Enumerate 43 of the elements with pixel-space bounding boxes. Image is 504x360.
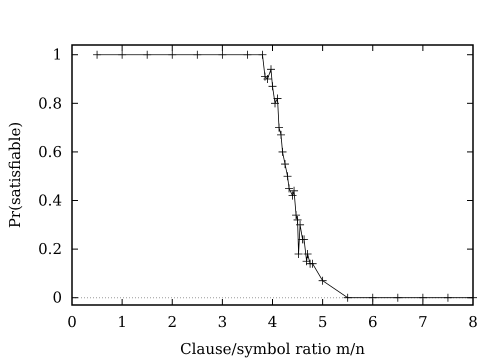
- point: [263, 74, 272, 84]
- x-tick-label: 7: [418, 313, 428, 331]
- point: [218, 50, 227, 60]
- point: [294, 250, 303, 258]
- point: [142, 50, 152, 60]
- y-tick-label: 0: [52, 288, 62, 307]
- y-tick-label: 0.6: [38, 142, 62, 161]
- point: [444, 293, 452, 302]
- point: [276, 130, 286, 140]
- point: [168, 50, 177, 60]
- y-axis-title: Pr(satisfiable): [6, 122, 24, 228]
- point: [118, 50, 127, 60]
- point: [278, 148, 287, 156]
- point: [393, 293, 402, 302]
- point: [266, 64, 276, 74]
- point: [274, 123, 284, 132]
- point: [288, 191, 297, 200]
- y-tick-label: 1: [52, 46, 62, 64]
- x-tick-label: 6: [368, 313, 378, 331]
- point: [192, 50, 202, 60]
- x-tick-label: 1: [117, 313, 127, 331]
- point: [283, 172, 292, 181]
- point: [260, 72, 270, 81]
- x-tick-label: 8: [468, 313, 478, 331]
- y-tick-label: 0.8: [38, 94, 62, 112]
- x-axis-title: Clause/symbol ratio m/n: [180, 340, 366, 358]
- point: [270, 98, 280, 108]
- point: [318, 276, 328, 286]
- point: [268, 82, 277, 91]
- x-tick-label: 4: [268, 313, 278, 331]
- point: [92, 50, 102, 60]
- point: [273, 94, 282, 103]
- point: [343, 293, 352, 302]
- y-tick-label: 0.2: [38, 240, 62, 258]
- point: [243, 50, 252, 60]
- point: [280, 160, 290, 168]
- x-tick-label: 5: [318, 313, 328, 331]
- y-tick-label: 0.4: [38, 192, 62, 210]
- point: [258, 50, 267, 60]
- x-tick-label: 3: [218, 313, 228, 331]
- point: [303, 250, 312, 258]
- x-tick-label: 0: [67, 313, 77, 331]
- x-tick-label: 2: [167, 313, 178, 331]
